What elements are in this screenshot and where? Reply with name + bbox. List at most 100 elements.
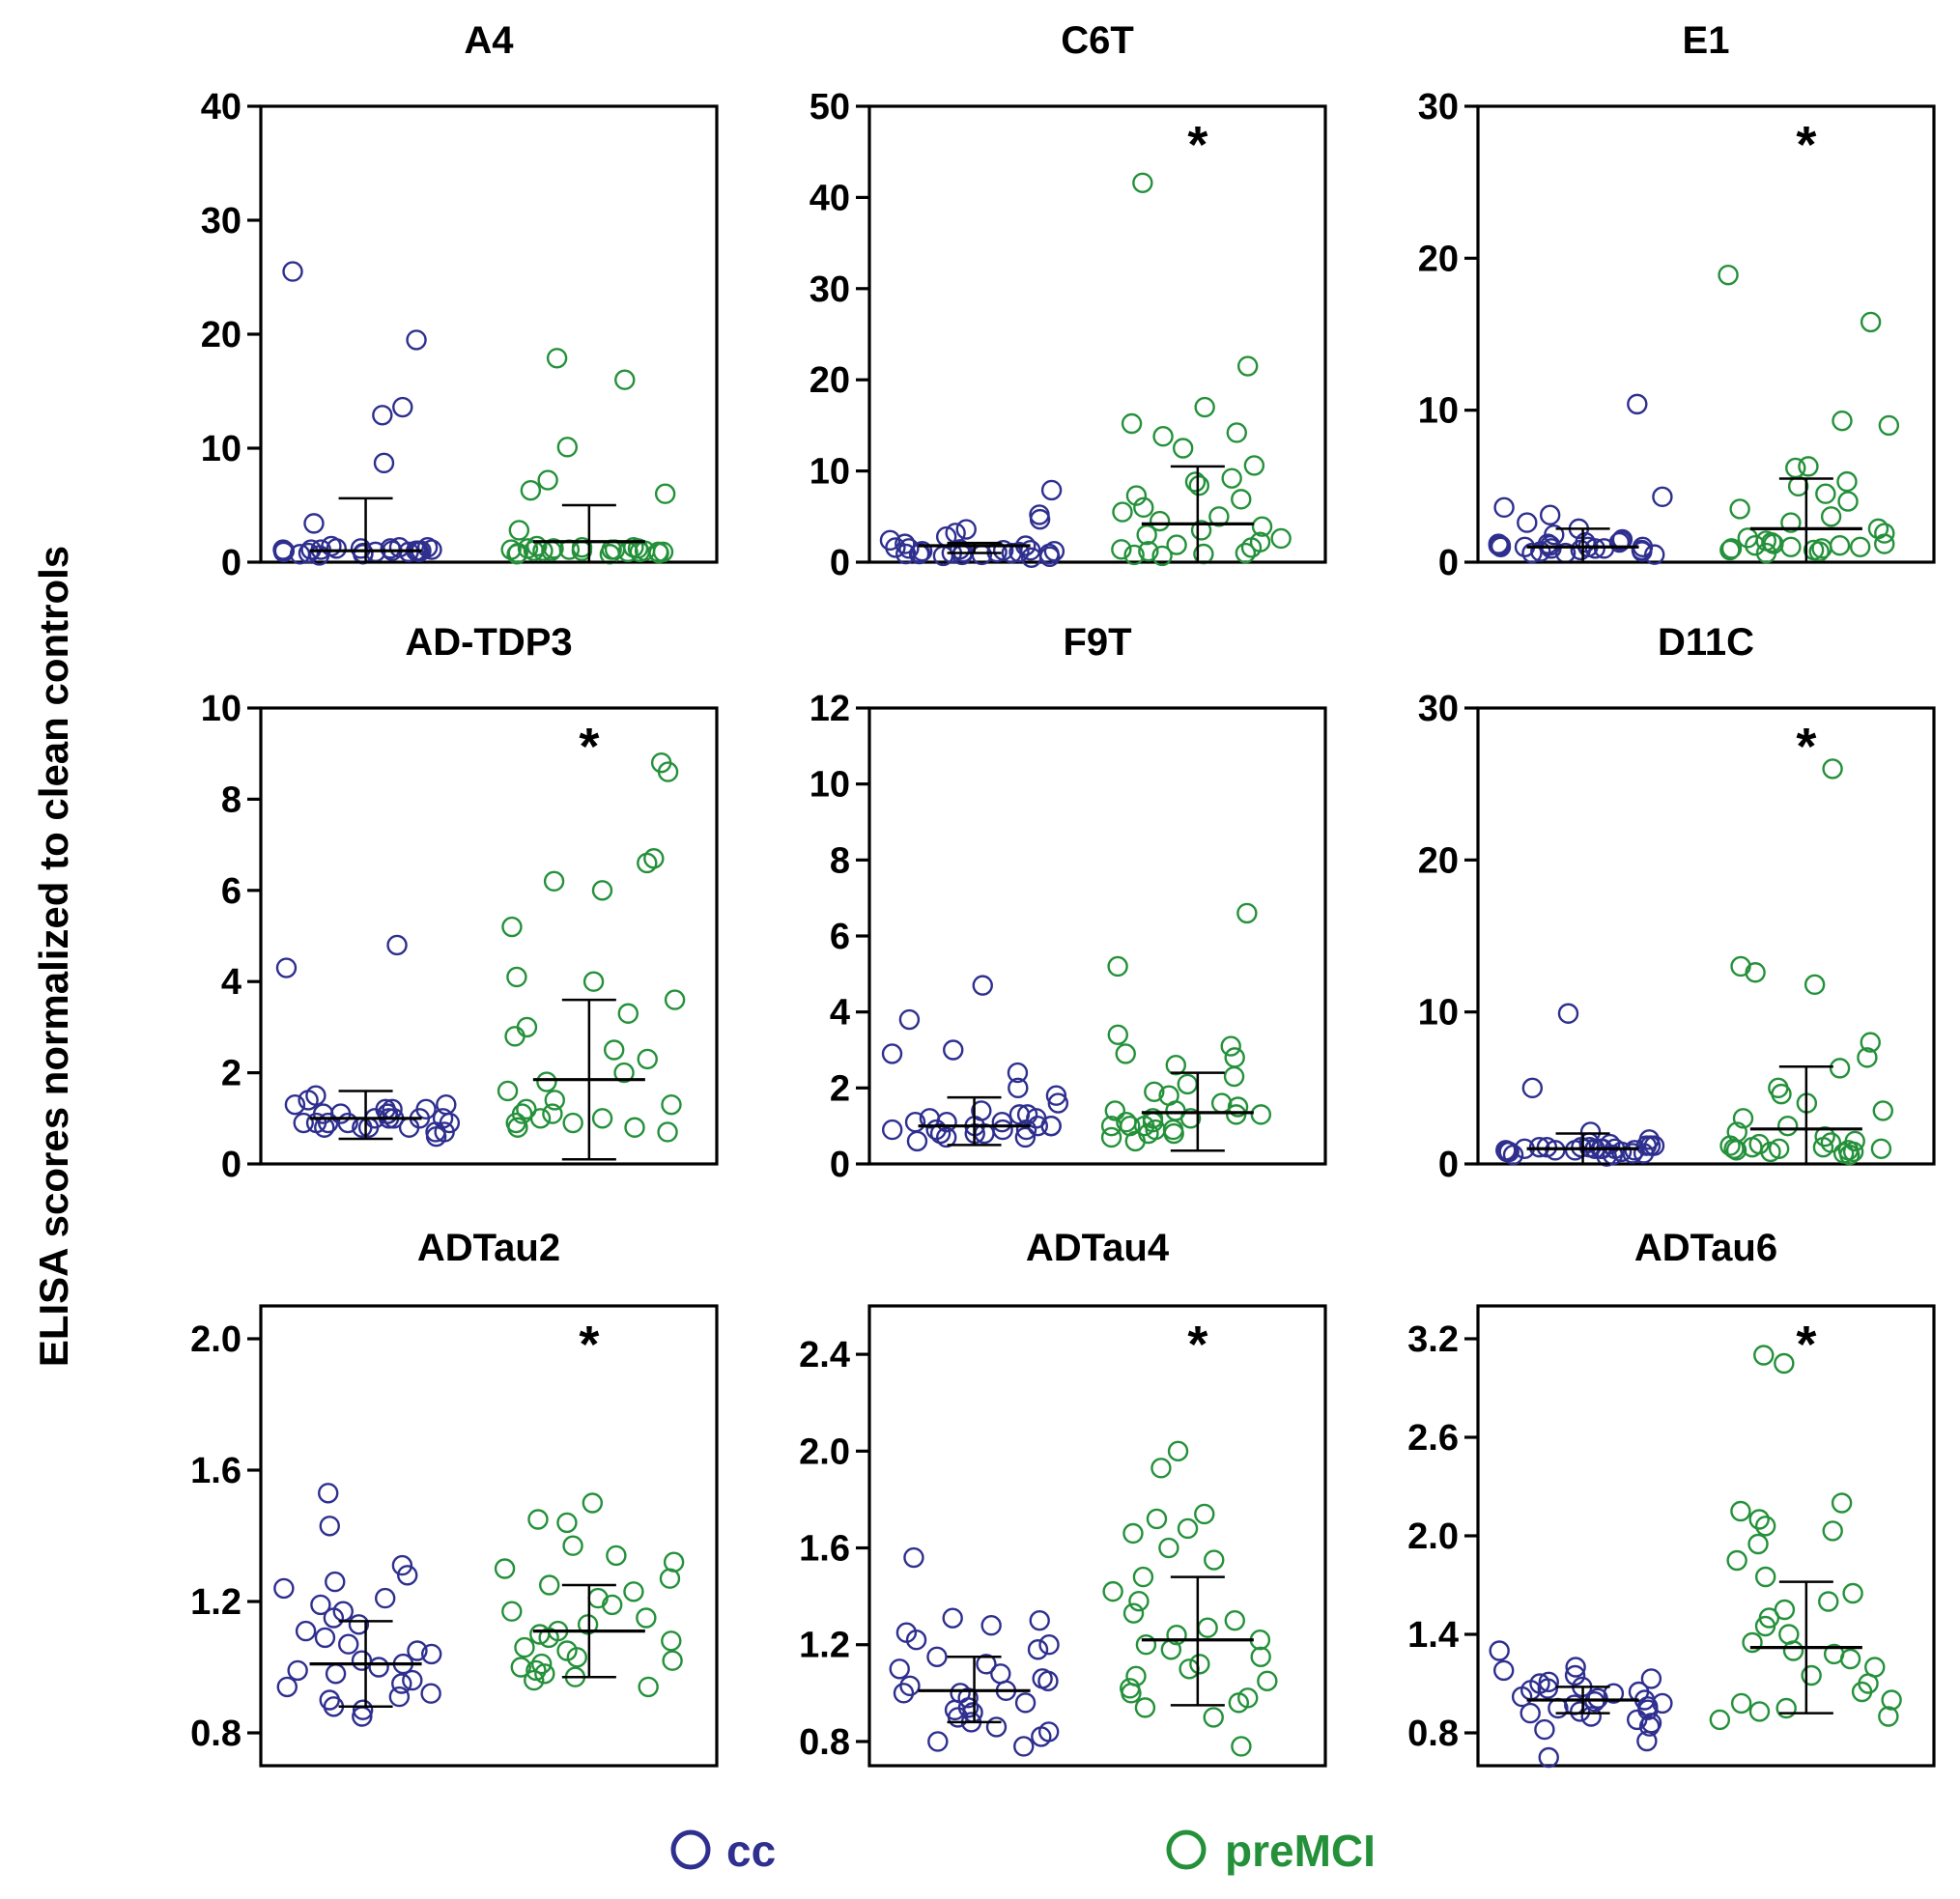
data-point-cc [985, 1716, 1008, 1738]
data-point-premci [1172, 438, 1194, 459]
significance-marker-ad-tdp3: * [579, 718, 599, 776]
data-point-cc [929, 1122, 952, 1145]
data-point-premci [1208, 506, 1230, 527]
data-point-cc [898, 1008, 921, 1031]
data-point-premci [1223, 1065, 1245, 1088]
data-point-cc [282, 261, 303, 282]
data-point-premci [1771, 1083, 1792, 1105]
plot-frame-f9t [867, 706, 1327, 1166]
data-point-cc [1045, 1085, 1067, 1106]
data-point-cc [1517, 512, 1538, 533]
data-point-cc [420, 1683, 441, 1704]
data-point-premci [1189, 1654, 1210, 1675]
data-point-cc [337, 1112, 358, 1134]
data-point-cc [927, 1731, 949, 1752]
data-point-cc [432, 1108, 454, 1129]
data-point-cc [318, 1483, 339, 1504]
data-point-premci [1188, 475, 1209, 496]
data-point-cc [273, 1577, 295, 1600]
data-point-premci [1100, 1126, 1122, 1148]
y-tick-label-d11c: 0 [1438, 1145, 1459, 1185]
data-point-premci [638, 1676, 659, 1698]
data-point-premci [1179, 1658, 1200, 1680]
y-tick-label-a4: 40 [201, 87, 241, 128]
data-point-premci [602, 1594, 623, 1616]
data-point-premci [494, 1558, 516, 1579]
data-point-premci [1745, 962, 1766, 983]
data-point-cc [368, 1657, 389, 1678]
data-point-premci [1761, 531, 1782, 553]
panel-e1: E1 0 10 20 30 * [1418, 19, 1936, 583]
data-point-cc [943, 1039, 964, 1061]
data-point-premci [1125, 485, 1148, 506]
data-point-cc [377, 1103, 399, 1124]
data-point-cc [319, 1689, 340, 1711]
data-point-cc [1008, 1104, 1031, 1125]
y-axis-label: ELISA scores normalized to clean control… [31, 546, 76, 1367]
data-point-premci [1782, 1640, 1804, 1661]
data-point-premci [1116, 1112, 1137, 1133]
data-point-cc [1548, 1697, 1569, 1719]
data-point-premci [1829, 1058, 1851, 1079]
data-point-premci [534, 1663, 555, 1685]
data-point-premci [1730, 1692, 1752, 1715]
data-point-premci [1801, 1664, 1822, 1686]
data-point-premci [1878, 414, 1900, 437]
data-point-premci [510, 1657, 531, 1678]
data-point-premci [1748, 1701, 1771, 1722]
y-tick-label-a4: 10 [201, 429, 241, 469]
data-point-premci [506, 966, 527, 988]
data-point-cc [957, 1687, 979, 1709]
data-point-cc [1643, 1135, 1665, 1156]
y-tick-label-adtau6: 3.2 [1407, 1319, 1459, 1360]
data-point-cc [298, 542, 320, 564]
y-tick-label-d11c: 10 [1418, 993, 1459, 1034]
data-point-cc [326, 538, 347, 559]
data-point-premci [1144, 1081, 1165, 1102]
data-point-premci [1732, 1108, 1754, 1129]
data-point-premci [1231, 1736, 1252, 1757]
data-point-premci [1224, 1047, 1245, 1068]
data-point-cc [388, 1686, 411, 1708]
data-point-premci [1742, 1631, 1763, 1654]
data-point-premci [520, 479, 542, 501]
panel-title-c6t: C6T [1061, 19, 1134, 62]
data-point-premci [1760, 1141, 1781, 1163]
data-point-premci [1225, 1104, 1247, 1125]
data-point-premci [1270, 527, 1292, 550]
data-point-cc [1040, 479, 1063, 501]
data-point-premci [1719, 1135, 1741, 1156]
data-point-premci [664, 989, 686, 1010]
data-point-premci [1146, 1508, 1168, 1530]
y-tick-label-c6t: 10 [810, 452, 850, 493]
data-point-premci [623, 1581, 644, 1602]
data-point-cc [881, 1119, 903, 1141]
data-point-cc [1627, 393, 1648, 415]
data-point-premci [1774, 1599, 1796, 1621]
data-point-premci [1881, 1689, 1902, 1711]
data-point-cc [1493, 496, 1515, 519]
plot-frame-ad-tdp3 [259, 706, 719, 1166]
data-point-premci [1842, 1582, 1863, 1604]
data-point-cc [955, 519, 977, 540]
data-point-cc [293, 1112, 314, 1134]
y-tick-label-adtau4: 2.0 [799, 1431, 850, 1472]
data-point-premci [1814, 1125, 1835, 1148]
data-point-cc [338, 1633, 359, 1655]
data-point-premci [637, 1048, 658, 1070]
data-point-cc [1502, 1144, 1524, 1166]
y-tick-label-ad-tdp3: 2 [221, 1054, 241, 1094]
data-point-cc [373, 452, 395, 474]
data-point-cc [1627, 1709, 1648, 1731]
data-point-cc [1492, 1659, 1515, 1682]
y-tick-label-e1: 10 [1418, 391, 1459, 432]
data-point-premci [617, 1003, 639, 1024]
y-tick-label-adtau4: 2.4 [799, 1335, 850, 1375]
y-tick-label-ad-tdp3: 6 [221, 871, 241, 912]
data-point-premci [537, 469, 558, 491]
data-point-cc [1521, 1077, 1544, 1099]
legend-label-premci: preMCI [1225, 1826, 1376, 1876]
data-point-premci [1753, 1345, 1775, 1366]
data-point-cc [391, 1673, 412, 1694]
data-point-cc [936, 1112, 957, 1133]
